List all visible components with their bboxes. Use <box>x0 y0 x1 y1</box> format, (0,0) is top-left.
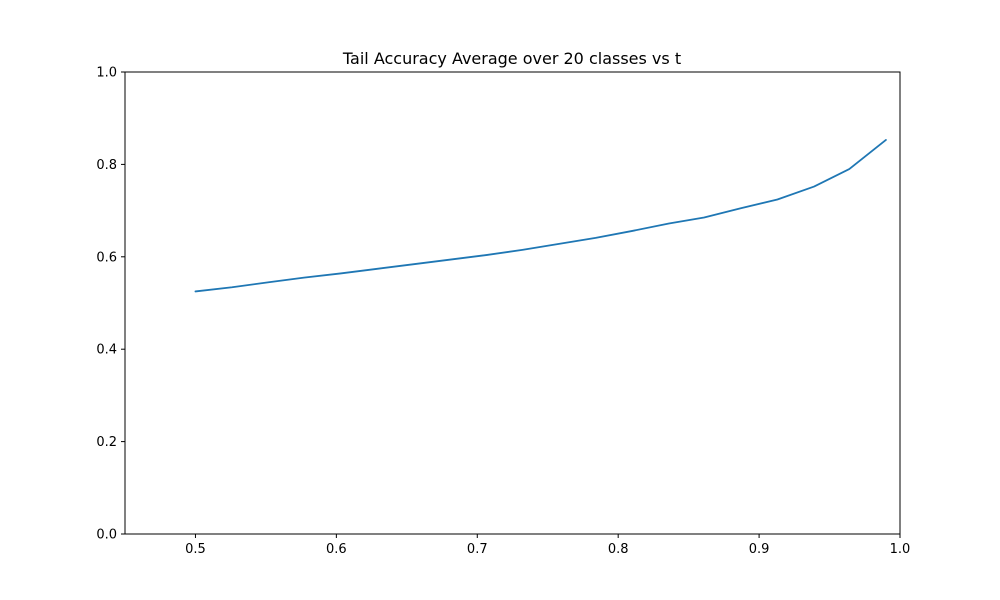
series-layer <box>194 139 887 293</box>
x-tick-label: 0.6 <box>326 542 347 557</box>
y-tick-label: 1.0 <box>96 66 117 81</box>
y-tick-label: 0.2 <box>96 435 117 450</box>
plot-area-frame <box>124 71 901 535</box>
x-tick-label: 0.9 <box>749 542 770 557</box>
y-axis: 0.0 0.2 0.4 0.6 0.8 1.0 <box>96 66 125 543</box>
y-tick-label: 0.6 <box>96 250 117 265</box>
x-tick-label: 0.7 <box>467 542 488 557</box>
x-tick-label: 0.5 <box>185 542 206 557</box>
chart-title: Tail Accuracy Average over 20 classes vs… <box>342 49 681 68</box>
x-axis: 0.5 0.6 0.7 0.8 0.9 1.0 <box>185 534 910 557</box>
x-tick-label: 1.0 <box>890 542 911 557</box>
y-tick-label: 0.0 <box>96 528 117 543</box>
y-tick-label: 0.8 <box>96 158 117 173</box>
x-tick-label: 0.8 <box>608 542 629 557</box>
y-tick-label: 0.4 <box>96 343 117 358</box>
series-line-0 <box>194 139 887 293</box>
